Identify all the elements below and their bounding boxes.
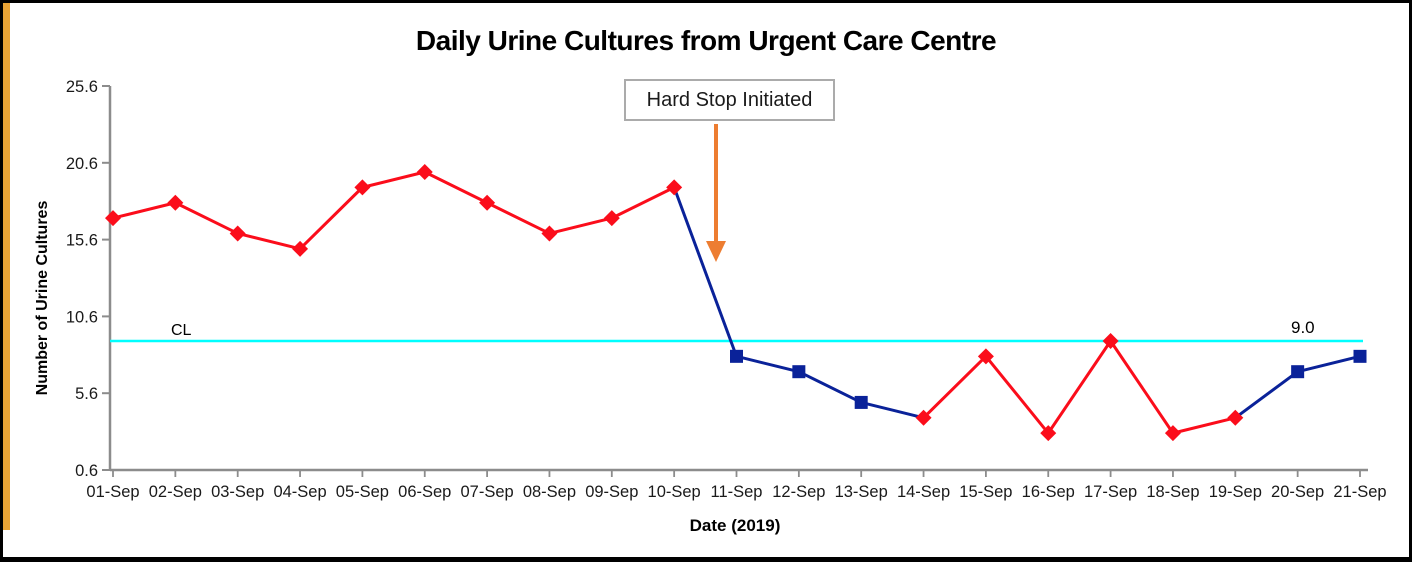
- series-segment: [236, 231, 302, 251]
- y-axis-tick-label: 0.6: [75, 462, 98, 480]
- series-segment: [485, 201, 551, 235]
- x-axis-tick-label: 07-Sep: [460, 483, 513, 501]
- center-line-value-label: 9.0: [1291, 318, 1315, 337]
- x-axis-tick-label: 18-Sep: [1146, 483, 1199, 501]
- series-segment: [360, 170, 427, 189]
- x-axis-tick-label: 02-Sep: [149, 483, 202, 501]
- data-point-diamond: [292, 240, 309, 257]
- x-axis-tick-label: 05-Sep: [336, 483, 389, 501]
- y-axis-tick-label: 10.6: [66, 308, 98, 326]
- x-axis-tick-label: 10-Sep: [648, 483, 701, 501]
- data-point-diamond: [229, 225, 246, 242]
- y-axis-tick-label: 5.6: [75, 385, 98, 403]
- data-point-diamond: [167, 194, 184, 211]
- chart-title: Daily Urine Cultures from Urgent Care Ce…: [415, 25, 997, 56]
- x-axis-tick-label: 12-Sep: [772, 483, 825, 501]
- data-point-diamond: [354, 179, 371, 196]
- x-axis-tick-label: 17-Sep: [1084, 483, 1137, 501]
- x-axis-tick-label: 03-Sep: [211, 483, 264, 501]
- data-point-diamond: [1164, 425, 1181, 442]
- series-segment: [111, 201, 177, 220]
- annotation-arrow-head: [706, 241, 726, 262]
- series-segment: [797, 370, 863, 404]
- x-axis-tick-label: 14-Sep: [897, 483, 950, 501]
- x-axis-tick-label: 11-Sep: [711, 483, 763, 501]
- data-point-diamond: [1227, 409, 1244, 426]
- data-point-diamond: [977, 348, 994, 365]
- series-segment: [1109, 339, 1175, 435]
- left-accent-stripe: [3, 3, 10, 530]
- x-axis-tick-label: 21-Sep: [1333, 483, 1386, 501]
- annotation-text: Hard Stop Initiated: [646, 88, 813, 111]
- x-axis-tick-label: 06-Sep: [398, 483, 451, 501]
- line-chart-plot: 25.6 20.6 15.6 10.6 5.6 0.6 01-Sep 02-Sep 03-Sep…: [66, 78, 1387, 501]
- series-segment: [1171, 416, 1237, 435]
- x-axis-tick-label: 08-Sep: [523, 483, 576, 501]
- data-point-diamond: [1040, 425, 1057, 442]
- data-point-diamond: [603, 210, 620, 227]
- data-point-diamond: [105, 210, 121, 227]
- y-axis-title: Number of Urine Cultures: [34, 200, 51, 396]
- x-axis-tick-label: 19-Sep: [1209, 483, 1262, 501]
- series-segment: [173, 201, 240, 235]
- annotation-box: Hard Stop Initiated: [624, 79, 835, 121]
- series-segment: [984, 354, 1050, 435]
- data-point-square: [792, 365, 806, 379]
- series-segment: [859, 400, 926, 420]
- x-axis-tick-label: 13-Sep: [835, 483, 888, 501]
- x-axis-title: Date (2019): [689, 516, 781, 535]
- series-segment: [1046, 339, 1113, 435]
- x-axis-tick-label: 04-Sep: [273, 483, 326, 501]
- series-segment: [610, 185, 676, 220]
- series-segment: [298, 185, 364, 251]
- series-segment: [547, 216, 614, 235]
- data-point-diamond: [1102, 332, 1119, 349]
- x-axis-tick-label: 15-Sep: [959, 483, 1012, 501]
- x-axis-tick-label: 01-Sep: [86, 483, 139, 501]
- data-point-square: [1291, 365, 1305, 379]
- series-segment: [672, 185, 738, 358]
- data-point-diamond: [666, 179, 683, 196]
- x-axis-tick-label: 09-Sep: [585, 483, 638, 501]
- y-axis-tick-label: 15.6: [66, 232, 98, 250]
- data-point-diamond: [915, 409, 932, 426]
- center-line-label: CL: [171, 322, 192, 339]
- series-segment: [922, 354, 988, 420]
- series-segment: [1233, 370, 1300, 420]
- x-axis-tick-label: 16-Sep: [1022, 483, 1075, 501]
- data-point-diamond: [416, 164, 433, 181]
- y-axis-tick-label: 20.6: [66, 155, 98, 173]
- series-segment: [1296, 354, 1362, 374]
- data-point-diamond: [479, 194, 496, 211]
- data-point-diamond: [541, 225, 558, 242]
- series-segment: [423, 170, 489, 205]
- data-point-square: [1353, 349, 1367, 363]
- data-point-square: [730, 349, 743, 363]
- y-axis-tick-label: 25.6: [66, 78, 98, 96]
- data-point-square: [854, 395, 868, 409]
- series-segment: [735, 354, 801, 374]
- x-axis-tick-label: 20-Sep: [1271, 483, 1324, 501]
